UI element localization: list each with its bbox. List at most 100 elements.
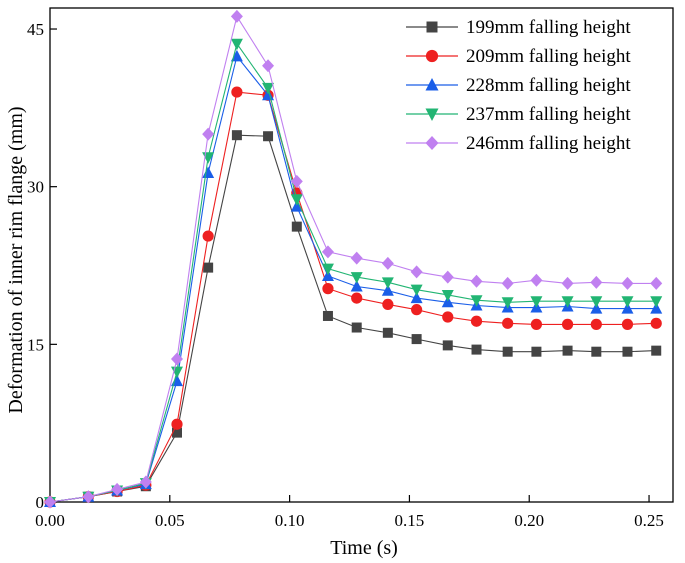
data-point [441, 289, 454, 302]
data-point [321, 269, 334, 282]
y-tick-label: 45 [27, 20, 44, 39]
data-point [291, 221, 302, 232]
legend-item: 237mm falling height [406, 104, 631, 125]
legend: 199mm falling height 209mm falling height… [406, 17, 631, 154]
data-point [410, 284, 423, 297]
legend-item: 209mm falling height [406, 46, 631, 67]
data-point [262, 59, 275, 73]
data-point [590, 302, 603, 314]
data-point [562, 345, 573, 356]
data-point [170, 352, 183, 366]
legend-label: 199mm falling height [466, 17, 631, 38]
data-point [203, 262, 214, 273]
data-point [561, 276, 574, 290]
data-point [441, 295, 454, 308]
data-point [502, 317, 514, 329]
data-point [561, 296, 574, 308]
data-point [530, 273, 543, 287]
data-point [470, 315, 483, 327]
data-point [590, 296, 603, 308]
data-point [650, 296, 663, 308]
data-point [171, 418, 183, 430]
data-point [381, 256, 394, 270]
data-point [531, 346, 542, 357]
x-tick-label: 0.20 [514, 511, 544, 530]
data-point [350, 280, 363, 292]
series-line [49, 134, 657, 503]
data-point [530, 318, 543, 330]
data-point [350, 251, 363, 265]
data-point [321, 245, 334, 259]
legend-label: 228mm falling height [466, 75, 631, 96]
legend-label: 209mm falling height [466, 46, 631, 67]
legend-marker [425, 136, 439, 150]
x-tick-label: 0.10 [275, 511, 305, 530]
legend-marker [425, 108, 439, 121]
data-point [442, 311, 454, 323]
data-point [321, 263, 334, 276]
data-point [139, 475, 152, 489]
data-point [322, 310, 333, 321]
series-1 [45, 130, 662, 507]
data-point [651, 345, 662, 356]
data-point [590, 275, 603, 289]
data-point [230, 49, 243, 62]
x-axis-title: Time (s) [330, 537, 398, 559]
legend-marker [425, 78, 439, 91]
legend-marker [426, 21, 438, 33]
data-point [411, 304, 423, 316]
data-point [561, 318, 574, 330]
data-point [381, 277, 394, 289]
data-point [471, 344, 482, 355]
data-point [263, 131, 274, 142]
data-point [202, 230, 214, 242]
data-point [290, 200, 303, 212]
data-point [351, 292, 363, 304]
data-point [441, 270, 454, 284]
y-axis-ticks: 0 15 30 45 [27, 20, 57, 512]
data-point [410, 265, 423, 279]
data-point [262, 88, 275, 101]
data-point [650, 317, 662, 329]
x-tick-label: 0.00 [35, 511, 65, 530]
data-point [530, 296, 543, 308]
series-5 [44, 9, 663, 509]
legend-marker [425, 49, 439, 63]
data-point [621, 276, 634, 290]
legend-item: 199mm falling height [406, 17, 631, 38]
data-point [290, 174, 303, 188]
data-point [351, 322, 362, 333]
data-point [82, 490, 95, 504]
data-point [590, 318, 602, 330]
y-axis-title: Deformation of inner rim flange (mm) [5, 106, 27, 413]
data-point [501, 297, 514, 309]
data-point [202, 166, 215, 179]
legend-item: 246mm falling height [406, 133, 631, 154]
data-point [171, 427, 182, 438]
data-point [202, 127, 215, 141]
data-point [621, 296, 634, 308]
data-point [621, 302, 634, 314]
x-tick-label: 0.05 [155, 511, 185, 530]
data-point [381, 284, 394, 296]
y-tick-label: 15 [27, 335, 44, 354]
data-point [442, 340, 453, 351]
data-point [350, 272, 363, 284]
legend-item: 228mm falling height [406, 75, 631, 96]
data-point [230, 9, 243, 23]
x-axis-ticks: 0.00 0.05 0.10 0.15 0.20 0.25 [35, 495, 664, 530]
data-point [650, 302, 663, 314]
y-tick-label: 0 [36, 493, 45, 512]
x-tick-label: 0.15 [395, 511, 425, 530]
series-layer [44, 9, 663, 509]
data-point [322, 283, 334, 295]
data-point [591, 346, 602, 357]
legend-label: 246mm falling height [466, 133, 631, 154]
data-point [230, 38, 243, 51]
series-4 [44, 38, 663, 509]
data-point [44, 495, 56, 509]
legend-label: 237mm falling height [466, 104, 631, 125]
data-point [502, 346, 513, 357]
data-point [262, 82, 275, 95]
data-point [411, 334, 422, 345]
